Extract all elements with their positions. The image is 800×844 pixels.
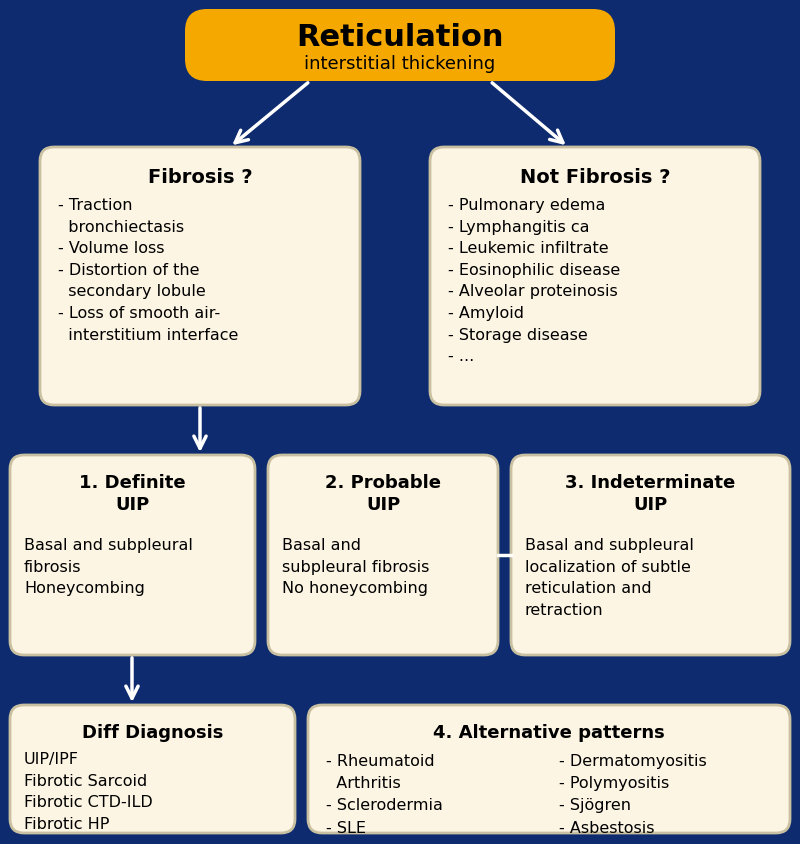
Text: Basal and
subpleural fibrosis
No honeycombing: Basal and subpleural fibrosis No honeyco…	[282, 538, 430, 596]
Text: Diff Diagnosis: Diff Diagnosis	[82, 723, 223, 741]
Text: - Rheumatoid
  Arthritis
- Sclerodermia
- SLE: - Rheumatoid Arthritis - Sclerodermia - …	[326, 753, 443, 835]
Text: 3. Indeterminate
UIP: 3. Indeterminate UIP	[566, 473, 736, 514]
Text: - Pulmonary edema
- Lymphangitis ca
- Leukemic infiltrate
- Eosinophilic disease: - Pulmonary edema - Lymphangitis ca - Le…	[448, 197, 620, 364]
Text: Basal and subpleural
fibrosis
Honeycombing: Basal and subpleural fibrosis Honeycombi…	[24, 538, 193, 596]
Text: Not Fibrosis ?: Not Fibrosis ?	[520, 168, 670, 187]
Text: Basal and subpleural
localization of subtle
reticulation and
retraction: Basal and subpleural localization of sub…	[525, 538, 694, 617]
Text: 1. Definite
UIP: 1. Definite UIP	[79, 473, 186, 514]
Text: Fibrosis ?: Fibrosis ?	[148, 168, 252, 187]
Text: 2. Probable
UIP: 2. Probable UIP	[325, 473, 441, 514]
FancyBboxPatch shape	[10, 456, 255, 655]
FancyBboxPatch shape	[40, 148, 360, 405]
FancyBboxPatch shape	[185, 10, 615, 82]
FancyBboxPatch shape	[511, 456, 790, 655]
Text: 4. Alternative patterns: 4. Alternative patterns	[433, 723, 665, 741]
Text: - Dermatomyositis
- Polymyositis
- Sjögren
- Asbestosis: - Dermatomyositis - Polymyositis - Sjögr…	[559, 753, 706, 835]
FancyBboxPatch shape	[430, 148, 760, 405]
FancyBboxPatch shape	[268, 456, 498, 655]
FancyBboxPatch shape	[308, 706, 790, 833]
Text: UIP/IPF
Fibrotic Sarcoid
Fibrotic CTD-ILD
Fibrotic HP: UIP/IPF Fibrotic Sarcoid Fibrotic CTD-IL…	[24, 751, 153, 830]
Text: interstitial thickening: interstitial thickening	[304, 55, 496, 73]
Text: - Traction
  bronchiectasis
- Volume loss
- Distortion of the
  secondary lobule: - Traction bronchiectasis - Volume loss …	[58, 197, 238, 342]
FancyBboxPatch shape	[10, 706, 295, 833]
Text: Reticulation: Reticulation	[296, 24, 504, 52]
